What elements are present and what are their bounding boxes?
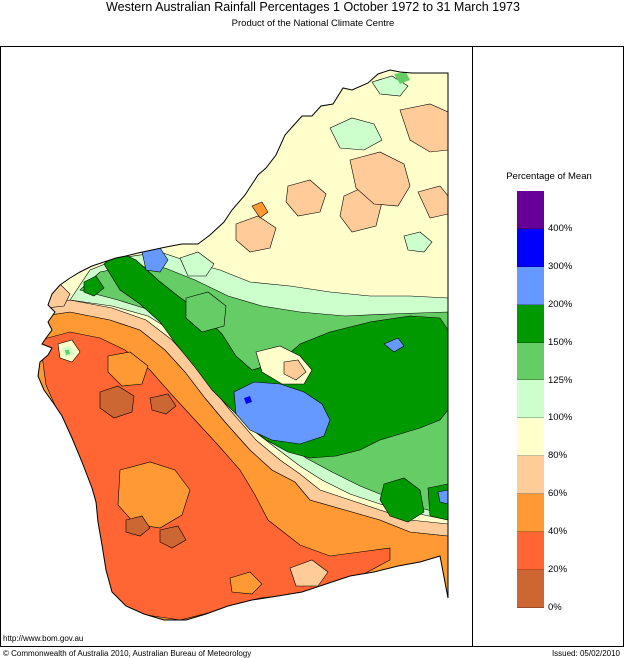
legend-label: 125%	[548, 374, 573, 386]
legend-swatch	[517, 494, 544, 533]
legend-label: 20%	[548, 564, 568, 575]
legend-swatch	[517, 532, 544, 570]
legend-swatch	[517, 418, 544, 457]
legend-label: 80%	[548, 450, 568, 462]
map-title: Western Australian Rainfall Percentages …	[106, 0, 520, 14]
legend-swatch	[517, 569, 544, 608]
source-url[interactable]: http://www.bom.gov.au	[3, 634, 84, 643]
wa-coastline	[37, 69, 449, 621]
legend-swatch	[517, 342, 544, 381]
legend-label: 100%	[548, 412, 573, 424]
legend-label: 60%	[548, 488, 568, 500]
legend-label: 40%	[548, 526, 568, 538]
legend-swatch	[517, 228, 544, 267]
map-frame	[0, 46, 624, 647]
legend-label: 300%	[548, 260, 573, 272]
legend-label: 200%	[548, 298, 573, 310]
legend-label: 0%	[548, 601, 562, 613]
legend-swatch	[517, 380, 544, 419]
legend-swatch	[517, 304, 544, 343]
rainfall-map	[37, 69, 449, 621]
map-subtitle: Product of the National Climate Centre	[231, 18, 395, 29]
legend-label: 400%	[548, 222, 573, 234]
legend-label: 150%	[548, 336, 573, 348]
issued-date: Issued: 05/02/2010	[551, 649, 620, 658]
zone-200-300-large	[233, 381, 331, 445]
legend-color-bar	[517, 191, 544, 608]
legend-swatch	[517, 266, 544, 305]
legend-swatch	[517, 456, 544, 495]
legend-title: Percentage of Mean	[506, 171, 592, 182]
zone-0-20-pocket	[99, 385, 135, 419]
legend-swatch	[517, 191, 544, 229]
frame-divider	[472, 46, 473, 647]
copyright-notice: © Commonwealth of Australia 2010, Austra…	[3, 649, 252, 658]
